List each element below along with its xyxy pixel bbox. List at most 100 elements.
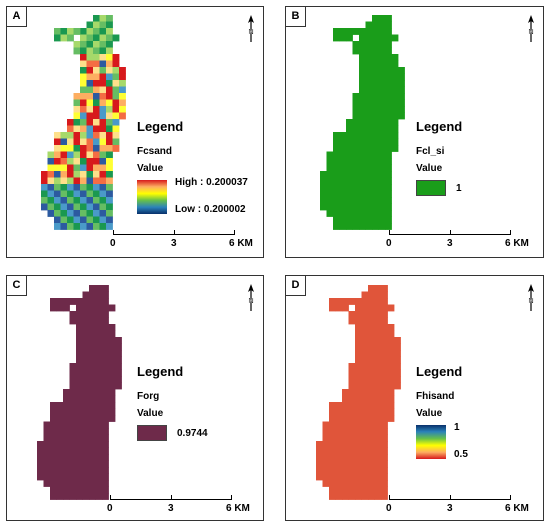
raster-cell — [99, 145, 107, 152]
legend-value-label: Value — [416, 408, 443, 419]
raster-cell — [67, 158, 74, 165]
raster-cell — [361, 493, 369, 500]
raster-cell — [99, 106, 107, 113]
raster-cell — [82, 402, 90, 409]
raster-cell — [361, 447, 369, 455]
raster-cell — [86, 158, 94, 165]
raster-cell — [86, 54, 94, 61]
raster-cell — [374, 415, 382, 422]
raster-cell — [102, 395, 109, 403]
raster-cell — [385, 112, 392, 120]
raster-cell — [86, 106, 94, 113]
raster-cell — [378, 106, 386, 113]
raster-cell — [99, 86, 107, 94]
raster-cell — [385, 106, 392, 113]
raster-cell — [73, 151, 81, 159]
raster-cell — [359, 171, 366, 178]
raster-cell — [374, 330, 382, 338]
raster-cell — [387, 408, 395, 416]
raster-cell — [63, 395, 70, 403]
raster-cell — [102, 480, 109, 487]
raster-cell — [329, 428, 336, 435]
raster-cell — [60, 190, 68, 198]
raster-cell — [378, 41, 386, 48]
raster-cell — [80, 138, 87, 146]
raster-cell — [95, 395, 103, 403]
raster-cell — [86, 60, 94, 68]
raster-cell — [398, 99, 405, 107]
raster-cell — [99, 210, 107, 217]
raster-cell — [99, 138, 107, 146]
scale-tick-0: 0 — [110, 238, 116, 249]
raster-cell — [95, 311, 103, 318]
raster-cell — [359, 34, 366, 42]
raster-cell — [112, 99, 120, 107]
raster-cell — [56, 434, 64, 442]
raster-cell — [374, 324, 382, 331]
raster-cell — [93, 158, 100, 165]
raster-cell — [372, 106, 379, 113]
raster-cell — [80, 41, 87, 48]
raster-cell — [342, 402, 349, 409]
raster-cell — [322, 428, 330, 435]
raster-cell — [378, 164, 386, 172]
raster-cell — [326, 151, 334, 159]
raster-cell — [86, 47, 94, 55]
raster-cell — [82, 298, 90, 305]
legend-value-label: Value — [137, 408, 164, 419]
raster-cell — [342, 467, 349, 474]
raster-cell — [69, 447, 77, 455]
raster-cell — [47, 203, 55, 211]
raster-cell — [385, 21, 392, 29]
raster-cell — [372, 171, 379, 178]
raster-cell — [99, 67, 107, 74]
scale-tick-6: 6 KM — [226, 503, 250, 514]
legend-gradient: 1 0.5 — [416, 422, 468, 460]
raster-cell — [82, 428, 90, 435]
raster-cell — [394, 363, 401, 370]
raster-cell — [76, 441, 83, 448]
panel-label: A — [7, 7, 27, 27]
raster-cell — [102, 285, 109, 292]
raster-cell — [374, 493, 382, 500]
raster-cell — [54, 145, 61, 152]
raster-cell — [115, 382, 122, 390]
raster-cell — [89, 311, 96, 318]
raster-cell — [93, 60, 100, 68]
raster-cell — [329, 434, 336, 442]
raster-cell — [359, 216, 366, 224]
raster-cell — [50, 493, 57, 500]
raster-cell — [359, 54, 366, 61]
raster-cell — [381, 434, 388, 442]
raster-cell — [106, 112, 113, 120]
raster-cell — [359, 80, 366, 87]
raster-cell — [394, 350, 401, 357]
raster-cell — [99, 47, 107, 55]
raster-cell — [54, 210, 61, 217]
raster-cell — [335, 480, 343, 487]
raster-cell — [50, 447, 57, 455]
raster-cell — [329, 486, 336, 494]
raster-cell — [355, 317, 362, 325]
raster-cell — [378, 119, 386, 126]
raster-cell — [378, 28, 386, 35]
raster-cell — [352, 177, 360, 185]
panel-label: B — [286, 7, 306, 27]
raster-cell — [381, 447, 388, 455]
raster-cell — [339, 145, 347, 152]
raster-cell — [102, 330, 109, 338]
scale-tick-0: 0 — [107, 503, 113, 514]
raster-cell — [43, 467, 51, 474]
raster-cell — [385, 73, 392, 81]
raster-cell — [372, 80, 379, 87]
raster-cell — [361, 395, 369, 403]
raster-cell — [37, 454, 44, 461]
raster-cell — [359, 67, 366, 74]
raster-cell — [102, 415, 109, 422]
raster-cell — [368, 473, 375, 481]
raster-cell — [93, 106, 100, 113]
raster-cell — [381, 291, 388, 299]
raster-cell — [333, 164, 340, 172]
raster-cell — [355, 395, 362, 403]
raster-cell — [76, 395, 83, 403]
